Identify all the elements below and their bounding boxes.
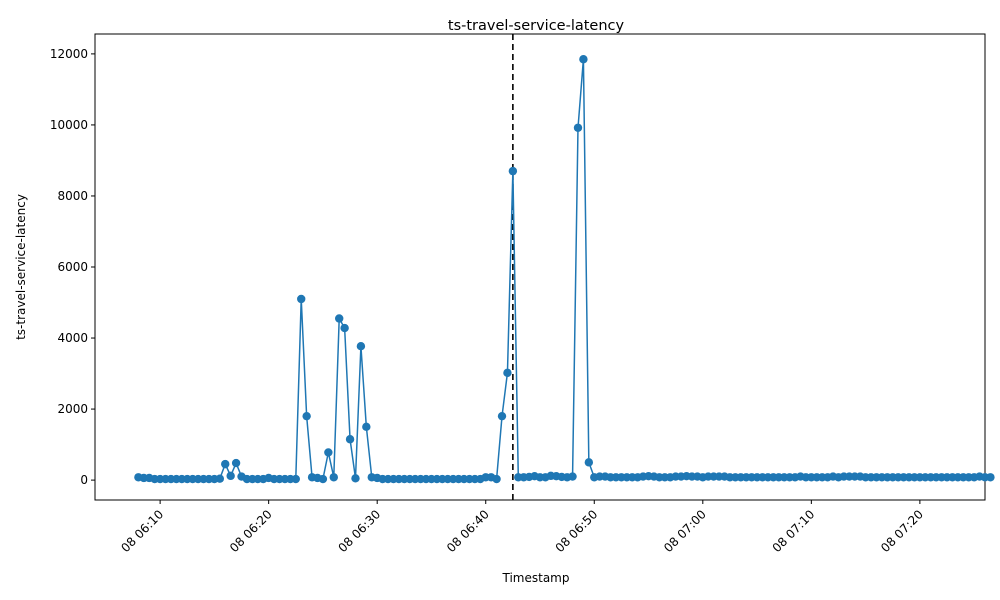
y-axis-label: ts-travel-service-latency <box>14 194 28 340</box>
data-point <box>345 435 355 444</box>
data-point <box>297 294 306 304</box>
data-point <box>324 448 333 457</box>
data-point <box>318 474 328 484</box>
data-point <box>508 166 518 176</box>
data-point <box>986 473 995 482</box>
x-axis-label: Timestamp <box>502 571 570 585</box>
data-point <box>568 472 577 481</box>
y-tick-label: 2000 <box>57 402 88 416</box>
series-layer <box>134 55 995 484</box>
data-point <box>362 422 371 432</box>
data-point <box>573 123 583 132</box>
data-point <box>340 323 349 333</box>
data-point <box>302 411 311 421</box>
y-tick-label: 12000 <box>50 47 88 61</box>
data-point <box>492 474 501 484</box>
y-tick-label: 4000 <box>57 331 88 345</box>
y-tick-label: 0 <box>80 473 88 487</box>
data-point <box>226 471 235 481</box>
data-point <box>215 474 225 483</box>
y-axis: 0 2000 4000 6000 8000 10000 12000 <box>50 47 95 487</box>
data-point <box>503 368 512 378</box>
data-point <box>584 458 594 467</box>
data-point <box>291 474 300 484</box>
data-point <box>351 474 360 483</box>
y-tick-label: 8000 <box>57 189 88 203</box>
y-tick-label: 6000 <box>57 260 88 274</box>
data-point <box>497 411 507 421</box>
data-point <box>356 342 366 351</box>
y-tick-label: 10000 <box>50 118 88 132</box>
data-point <box>231 458 241 468</box>
data-point <box>335 314 344 323</box>
data-point <box>579 55 588 64</box>
chart-title: ts-travel-service-latency <box>448 18 625 34</box>
data-point <box>329 473 338 482</box>
data-point <box>221 459 230 469</box>
